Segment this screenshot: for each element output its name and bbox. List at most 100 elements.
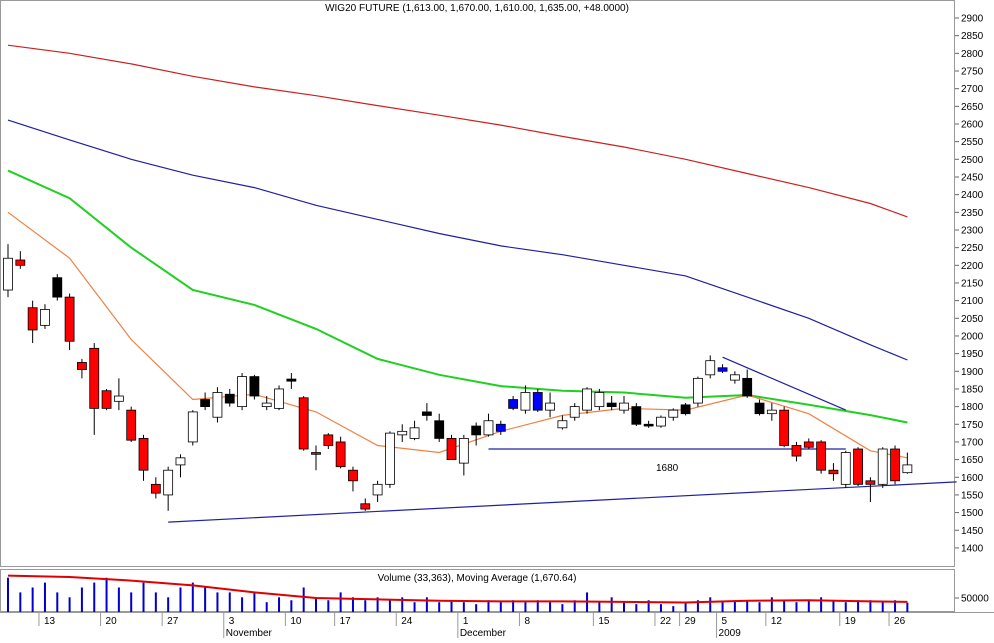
y-tick-label: 2400 [961, 190, 984, 201]
y-tick-label: 2100 [961, 296, 984, 307]
volume-tick-label: 50000 [961, 594, 989, 605]
y-tick-label: 1850 [961, 384, 984, 395]
candle-body [348, 469, 358, 482]
y-tick-label: 1700 [961, 437, 984, 448]
y-tick-label: 1400 [961, 543, 984, 554]
trend-line-label: 1680 [656, 463, 679, 474]
month-label: November [226, 628, 273, 638]
candle-body [27, 307, 38, 331]
y-tick-label: 1800 [961, 402, 984, 413]
candle-body [853, 448, 863, 485]
candle-body [323, 434, 334, 446]
candle-body [138, 438, 149, 471]
volume-moving-average [7, 574, 908, 604]
candle-body [865, 480, 876, 485]
y-tick-label: 2050 [961, 314, 984, 325]
trend-line [722, 356, 847, 411]
x-tick-label: 3 [229, 616, 235, 627]
month-label: December [460, 628, 507, 638]
candle-body [520, 392, 531, 411]
y-tick-label: 2650 [961, 102, 984, 113]
y-tick-label: 2750 [961, 67, 984, 78]
candle-body [483, 420, 494, 436]
candle-body [631, 406, 642, 425]
moving-average [7, 119, 908, 361]
candle-body [237, 376, 247, 408]
candle-body [545, 402, 555, 411]
candle-body [335, 441, 346, 468]
candle-body [532, 392, 543, 411]
x-tick-label: 12 [771, 616, 783, 627]
candle-body [643, 423, 654, 427]
candle-body [101, 390, 112, 409]
candle-body [187, 411, 198, 443]
candle-body [311, 452, 321, 455]
candle-body [397, 430, 408, 436]
y-tick-label: 2200 [961, 261, 984, 272]
x-tick-label: 20 [106, 616, 118, 627]
x-tick-label: 22 [660, 616, 672, 627]
y-tick-label: 2500 [961, 155, 984, 166]
volume-panel [0, 569, 955, 612]
y-tick-label: 2550 [961, 137, 984, 148]
x-tick-label: 13 [44, 616, 56, 627]
y-tick-label: 1900 [961, 367, 984, 378]
candle-body [40, 309, 50, 326]
candle-body [606, 402, 617, 408]
candle-body [766, 409, 777, 415]
candle-body [3, 257, 13, 291]
candle-body [828, 469, 839, 475]
x-tick-label: 24 [401, 616, 413, 627]
y-tick-label: 2000 [961, 331, 984, 342]
candle-body [77, 362, 87, 370]
y-tick-label: 2850 [961, 31, 984, 42]
y-tick-label: 2900 [961, 14, 984, 25]
candle-body [261, 402, 272, 408]
chart-title: WIG20 FUTURE (1,613.00, 1,670.00, 1,610.… [325, 3, 629, 14]
y-tick-label: 1950 [961, 349, 984, 360]
x-tick-label: 17 [340, 616, 352, 627]
x-tick-label: 15 [598, 616, 610, 627]
candle-body [902, 464, 913, 474]
candle-body [150, 483, 161, 494]
candle-body [249, 376, 260, 397]
y-tick-label: 1500 [961, 508, 984, 519]
y-tick-label: 1750 [961, 420, 984, 431]
candle-body [64, 296, 75, 342]
candle-body [619, 402, 629, 411]
candle-body [274, 388, 284, 409]
candle-body [717, 367, 728, 372]
y-tick-label: 2250 [961, 243, 984, 254]
candle-body [446, 438, 457, 461]
candle-body [508, 399, 519, 409]
candle-body [816, 441, 827, 471]
month-label: 2009 [719, 628, 742, 638]
y-tick-label: 2300 [961, 225, 984, 236]
y-tick-label: 1650 [961, 455, 984, 466]
candle-body [15, 259, 26, 266]
candle-body [52, 277, 63, 298]
candle-body [175, 457, 186, 466]
y-tick-label: 2450 [961, 172, 984, 183]
candle-body [200, 399, 211, 408]
candle-body [791, 445, 802, 457]
y-tick-label: 1600 [961, 473, 984, 484]
x-tick-label: 29 [685, 616, 697, 627]
candle-body [471, 425, 482, 436]
moving-average [7, 169, 908, 424]
volume-label: Volume (33,363), Moving Average (1,670.6… [378, 573, 577, 584]
y-tick-label: 2700 [961, 84, 984, 95]
x-tick-label: 10 [290, 616, 302, 627]
candle-body [680, 404, 691, 415]
x-tick-label: 27 [167, 616, 179, 627]
x-tick-label: 8 [524, 616, 530, 627]
candle-body [693, 377, 703, 404]
candle-body [126, 409, 137, 441]
y-tick-label: 2800 [961, 49, 984, 60]
y-tick-label: 1550 [961, 490, 984, 501]
candle-body [742, 377, 753, 397]
candle-body [729, 374, 740, 381]
candle-body [434, 420, 445, 439]
